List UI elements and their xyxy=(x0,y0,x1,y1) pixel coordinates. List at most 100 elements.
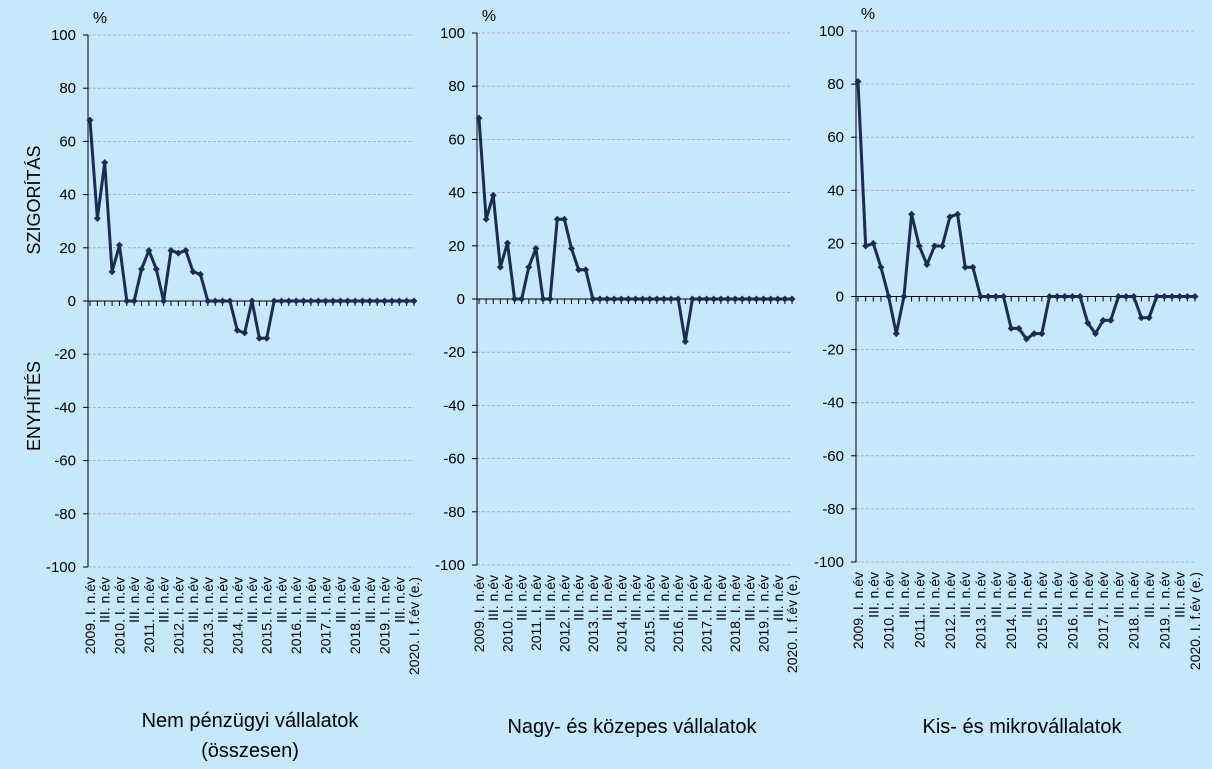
y-tick-label: -20 xyxy=(822,342,844,359)
marker xyxy=(984,293,992,300)
x-tick-label: III. n.év xyxy=(185,577,201,623)
x-tick-label: III. n.év xyxy=(684,575,700,621)
panel-title: Nem pénzügyi vállalatok (összesen) xyxy=(141,710,359,762)
marker xyxy=(1015,324,1023,332)
marker xyxy=(977,293,985,300)
x-tick-label: III. n.év xyxy=(303,577,319,623)
marker xyxy=(745,295,753,303)
marker xyxy=(388,297,396,305)
marker xyxy=(1130,293,1138,300)
y-tick-label: 0 xyxy=(68,293,76,310)
marker xyxy=(366,297,374,305)
marker xyxy=(329,297,337,305)
marker xyxy=(233,326,241,334)
marker xyxy=(174,249,182,257)
marker xyxy=(781,295,789,303)
marker xyxy=(892,330,900,338)
y-tick-label: -100 xyxy=(814,554,844,571)
marker xyxy=(760,295,768,303)
marker xyxy=(582,266,590,274)
marker xyxy=(1076,293,1084,300)
line xyxy=(477,118,792,344)
marker xyxy=(189,268,197,276)
marker xyxy=(489,191,497,199)
x-tick-label: 2018. I. n.év xyxy=(1126,572,1142,649)
marker xyxy=(300,297,308,305)
marker xyxy=(688,295,696,303)
marker xyxy=(624,295,632,303)
marker xyxy=(774,295,782,303)
x-tick-label: 2010. I. n.év xyxy=(111,577,127,654)
marker xyxy=(596,295,604,303)
y-tick-label: -80 xyxy=(822,501,844,518)
marker xyxy=(639,295,647,303)
marker xyxy=(130,297,138,305)
y-tick-label: 60 xyxy=(59,133,76,150)
marker xyxy=(285,297,293,305)
marker xyxy=(336,297,344,305)
marker xyxy=(1176,293,1184,300)
marker xyxy=(101,159,109,167)
y-tick-label: -20 xyxy=(54,346,76,363)
y-axis-label: SZIGORÍTÁS xyxy=(24,145,44,254)
x-tick-label: 2019. I. n.év xyxy=(756,575,772,652)
marker xyxy=(703,295,711,303)
y-axis-label: ENYHÍTÉS xyxy=(24,361,44,451)
marker xyxy=(255,334,263,342)
marker xyxy=(1114,293,1122,300)
marker xyxy=(788,295,796,303)
marker xyxy=(1145,314,1153,322)
marker xyxy=(1183,293,1191,300)
x-tick-label: 2009. I. n.év xyxy=(82,577,98,654)
x-tick-label: 2016. I. n.év xyxy=(1064,572,1080,649)
marker xyxy=(653,295,661,303)
marker xyxy=(681,338,689,346)
marker xyxy=(923,261,931,269)
marker xyxy=(204,297,212,305)
x-tick-label: 2018. I. n.év xyxy=(727,575,743,652)
marker xyxy=(1153,293,1161,300)
x-tick-label: 2012. I. n.év xyxy=(942,572,958,649)
marker xyxy=(1084,319,1092,327)
marker xyxy=(632,295,639,303)
marker xyxy=(915,242,923,250)
y-tick-label: 100 xyxy=(440,25,465,42)
x-tick-label: III. n.év xyxy=(273,577,289,623)
marker xyxy=(610,295,618,303)
marker xyxy=(211,297,219,305)
marker xyxy=(731,295,739,303)
y-tick-label: 20 xyxy=(827,235,844,252)
marker xyxy=(241,329,249,337)
y-tick-label: 60 xyxy=(827,129,844,146)
marker xyxy=(931,242,939,250)
marker xyxy=(603,295,611,303)
marker xyxy=(138,265,146,273)
marker xyxy=(381,297,389,305)
y-tick-label: 0 xyxy=(457,291,465,308)
x-tick-label: III. n.év xyxy=(770,575,786,621)
line xyxy=(88,120,414,340)
marker xyxy=(869,239,877,247)
x-tick-label: III. n.év xyxy=(741,575,757,621)
panel-title: Kis- és mikrovállalatok xyxy=(922,716,1122,738)
marker xyxy=(1061,293,1069,300)
marker xyxy=(877,263,885,271)
x-tick-label: 2011. I. n.év xyxy=(141,577,157,653)
x-tick-label: III. n.év xyxy=(1080,572,1096,618)
marker xyxy=(862,242,870,250)
marker xyxy=(674,295,682,303)
y-tick-label: -60 xyxy=(443,451,465,468)
x-tick-label: III. n.év xyxy=(1172,572,1188,618)
x-tick-label: 2011. I. n.év xyxy=(528,575,544,651)
marker xyxy=(503,239,511,247)
marker xyxy=(1000,293,1008,300)
marker xyxy=(373,297,381,305)
marker xyxy=(560,215,568,223)
x-tick-label: 2020. I. f.év (e.) xyxy=(784,575,800,673)
y-tick-label: 100 xyxy=(51,27,76,44)
marker xyxy=(646,295,654,303)
x-tick-label: 2016. I. n.év xyxy=(670,575,686,652)
x-tick-label: III. n.év xyxy=(656,575,672,621)
x-tick-label: 2009. I. n.év xyxy=(471,575,487,652)
x-tick-label: 2009. I. n.év xyxy=(850,572,866,649)
